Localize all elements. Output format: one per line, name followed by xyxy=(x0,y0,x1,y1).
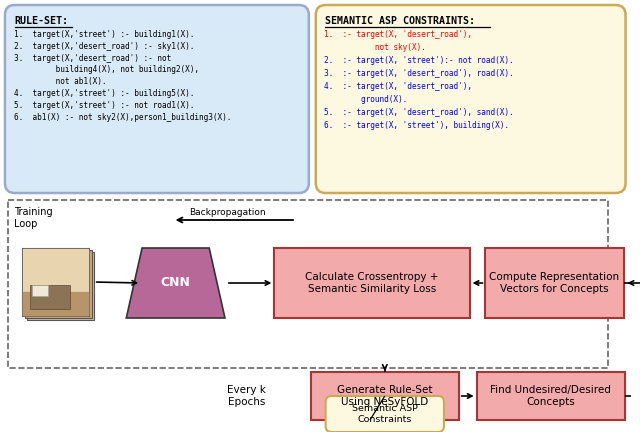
Text: Find Undesired/Desired
Concepts: Find Undesired/Desired Concepts xyxy=(490,385,611,407)
Text: Generate Rule-Set
Using NeSyFOLD: Generate Rule-Set Using NeSyFOLD xyxy=(337,385,433,407)
Text: Backpropagation: Backpropagation xyxy=(189,208,266,217)
Text: 6.  ab1(X) :- not sky2(X),person1_building3(X).: 6. ab1(X) :- not sky2(X),person1_buildin… xyxy=(14,113,231,121)
Text: Training
Loop: Training Loop xyxy=(14,207,52,229)
FancyBboxPatch shape xyxy=(25,250,92,318)
FancyBboxPatch shape xyxy=(29,286,70,309)
Text: CNN: CNN xyxy=(161,276,191,289)
FancyBboxPatch shape xyxy=(326,396,444,432)
Text: 3.  :- target(X, 'desert_road'), road(X).: 3. :- target(X, 'desert_road'), road(X). xyxy=(324,69,513,78)
FancyBboxPatch shape xyxy=(5,5,309,193)
Text: SEMANTIC ASP CONSTRAINTS:: SEMANTIC ASP CONSTRAINTS: xyxy=(324,16,475,26)
Text: 4.  :- target(X, 'desert_road'),: 4. :- target(X, 'desert_road'), xyxy=(324,82,472,91)
Text: 5.  :- target(X, 'desert_road'), sand(X).: 5. :- target(X, 'desert_road'), sand(X). xyxy=(324,108,513,117)
Text: Every k
Epochs: Every k Epochs xyxy=(227,385,266,407)
Text: building4(X), not building2(X),: building4(X), not building2(X), xyxy=(14,65,199,74)
Text: Calculate Crossentropy +
Semantic Similarity Loss: Calculate Crossentropy + Semantic Simila… xyxy=(305,272,438,294)
Text: 5.  target(X,'street') :- not road1(X).: 5. target(X,'street') :- not road1(X). xyxy=(14,101,194,110)
FancyBboxPatch shape xyxy=(31,286,49,295)
Text: Compute Representation
Vectors for Concepts: Compute Representation Vectors for Conce… xyxy=(490,272,620,294)
FancyBboxPatch shape xyxy=(275,248,470,318)
Text: 1.  target(X,'street') :- building1(X).: 1. target(X,'street') :- building1(X). xyxy=(14,30,194,39)
Text: 2.  target(X,'desert_road') :- sky1(X).: 2. target(X,'desert_road') :- sky1(X). xyxy=(14,42,194,51)
Text: ground(X).: ground(X). xyxy=(324,95,407,104)
Text: not ab1(X).: not ab1(X). xyxy=(14,77,106,86)
Polygon shape xyxy=(126,248,225,318)
Text: not sky(X).: not sky(X). xyxy=(324,43,426,52)
Text: Semantic ASP
Constraints: Semantic ASP Constraints xyxy=(352,404,418,424)
Text: 1.  :- target(X, 'desert_road'),: 1. :- target(X, 'desert_road'), xyxy=(324,30,472,39)
FancyBboxPatch shape xyxy=(8,200,608,368)
FancyBboxPatch shape xyxy=(27,252,93,320)
FancyBboxPatch shape xyxy=(22,248,89,316)
Text: RULE-SET:: RULE-SET: xyxy=(15,16,69,26)
Text: 3.  target(X,'desert_road') :- not: 3. target(X,'desert_road') :- not xyxy=(14,54,171,63)
FancyBboxPatch shape xyxy=(316,5,625,193)
FancyBboxPatch shape xyxy=(311,372,459,420)
FancyBboxPatch shape xyxy=(486,248,623,318)
Text: 2.  :- target(X, 'street'):- not road(X).: 2. :- target(X, 'street'):- not road(X). xyxy=(324,56,513,65)
FancyBboxPatch shape xyxy=(477,372,625,420)
Text: 4.  target(X,'street') :- building5(X).: 4. target(X,'street') :- building5(X). xyxy=(14,89,194,98)
Text: 6.  :- target(X, 'street'), building(X).: 6. :- target(X, 'street'), building(X). xyxy=(324,121,509,130)
